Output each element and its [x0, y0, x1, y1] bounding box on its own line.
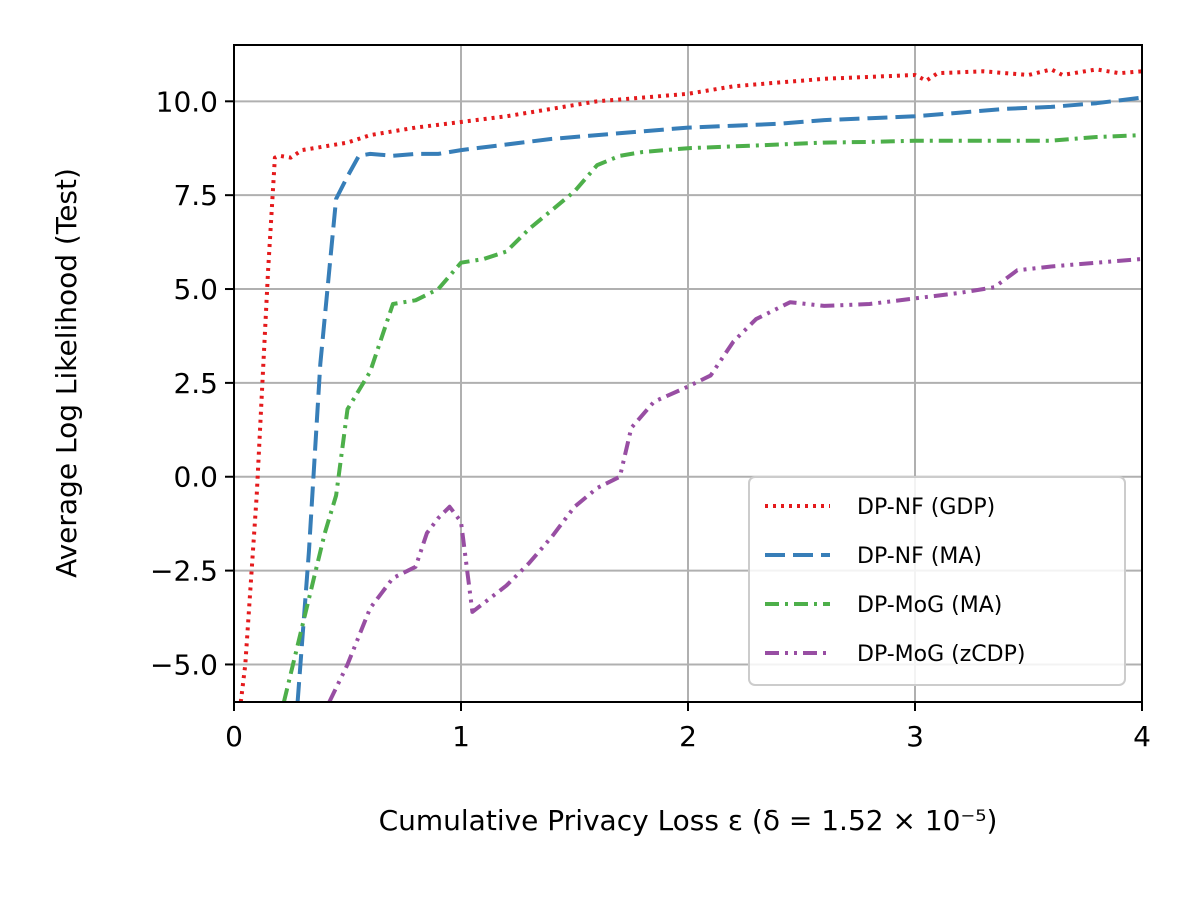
legend-box: [748, 476, 1126, 686]
y-tick-label: 10.0: [156, 85, 218, 118]
y-tick-label: 0.0: [173, 461, 218, 494]
grid: [233, 45, 1143, 702]
series-group: [238, 67, 1142, 702]
x-tick-label: 0: [225, 720, 243, 753]
y-tick-label: 5.0: [173, 273, 218, 306]
legend-label: DP-MoG (MA): [857, 593, 1002, 618]
x-tick-label: 4: [1133, 720, 1151, 753]
x-axis-label: Cumulative Privacy Loss ε (δ = 1.52 × 10…: [379, 804, 998, 837]
y-tick-label: −5.0: [150, 648, 218, 681]
y-tick-label: −2.5: [150, 555, 218, 588]
x-tick-label: 2: [679, 720, 697, 753]
legend: DP-NF (GDP) DP-NF (MA) DP-MoG (MA) DP-MoG (…: [748, 476, 1126, 686]
series-line-2: [295, 95, 1142, 702]
x-tick-label: 1: [452, 720, 470, 753]
y-axis-label: Average Log Likelihood (Test): [50, 168, 83, 578]
legend-label: DP-MoG (zCDP): [857, 642, 1025, 667]
x-tick-label: 3: [906, 720, 924, 753]
axis-ticks: 0 1 2 3 4 −5.0 −2.5 0.0 2.5 5.0 7.5 10.0: [150, 85, 1151, 753]
y-tick-label: 2.5: [173, 367, 218, 400]
series-line-1: [238, 67, 1142, 702]
legend-label: DP-NF (MA): [857, 544, 982, 569]
series-line-4: [327, 257, 1142, 702]
y-tick-label: 7.5: [173, 179, 218, 212]
series-line-3: [281, 133, 1142, 702]
legend-label: DP-NF (GDP): [857, 495, 995, 520]
